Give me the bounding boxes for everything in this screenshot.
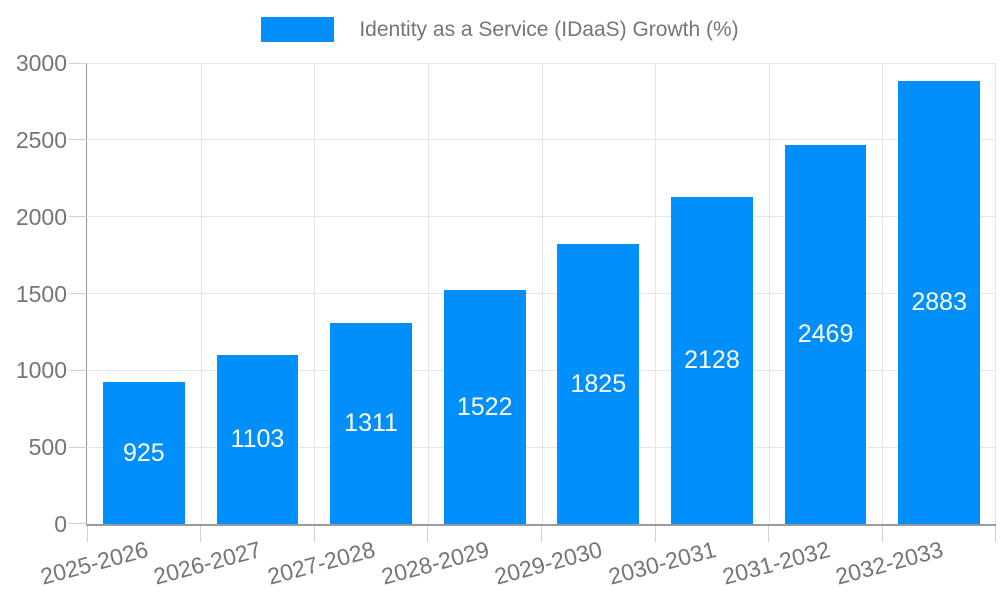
y-axis-tick <box>69 293 87 294</box>
gridline-vertical <box>427 63 429 524</box>
x-axis-tick-label: 2032-2033 <box>832 536 946 590</box>
bar[interactable] <box>671 197 753 524</box>
bar-value-label: 2469 <box>797 320 854 349</box>
x-axis-tick <box>768 526 770 542</box>
gridline-vertical <box>541 63 543 524</box>
legend-marker-icon <box>261 17 335 42</box>
x-axis-tick <box>87 526 88 542</box>
bar-value-label: 2128 <box>684 346 740 375</box>
y-axis-tick-label: 1500 <box>15 280 67 307</box>
y-axis-tick-label: 3000 <box>15 50 67 76</box>
x-axis-tick <box>654 526 656 542</box>
bar[interactable] <box>557 243 640 524</box>
y-axis-tick <box>69 216 87 218</box>
y-axis-tick-label: 2000 <box>15 203 67 230</box>
bar-value-label: 925 <box>122 438 165 467</box>
bar[interactable] <box>102 381 185 524</box>
x-axis-tick-label: 2029-2030 <box>492 536 606 590</box>
x-axis-tick <box>995 526 996 542</box>
x-axis-tick-label: 2028-2029 <box>378 536 492 590</box>
bar-value-label: 1311 <box>344 409 398 438</box>
chart-legend[interactable]: Identity as a Service (IDaaS) Growth (%) <box>0 17 1000 42</box>
gridline-vertical <box>314 63 316 524</box>
y-axis-tick-label: 2500 <box>15 126 67 153</box>
bar[interactable] <box>443 290 526 524</box>
y-axis-tick <box>69 523 87 524</box>
x-axis-tick <box>313 526 315 542</box>
x-axis-tick-label: 2027-2028 <box>264 536 378 590</box>
x-axis-tick-label: 2025-2026 <box>37 536 151 590</box>
y-axis-tick <box>69 139 87 141</box>
x-axis-tick <box>200 526 202 542</box>
bar-value-label: 1103 <box>230 425 285 454</box>
x-axis-tick-label: 2026-2027 <box>151 536 265 590</box>
y-axis-tick-label: 0 <box>54 511 67 537</box>
bar-value-label: 2883 <box>911 288 967 317</box>
bar[interactable] <box>784 144 867 524</box>
bar[interactable] <box>216 354 299 524</box>
bar[interactable] <box>898 80 981 524</box>
y-axis-tick-label: 500 <box>28 434 67 461</box>
y-axis-tick <box>69 63 87 64</box>
y-axis-tick <box>69 446 87 448</box>
gridline-vertical <box>882 63 884 524</box>
bar-value-label: 1522 <box>456 393 513 422</box>
gridline-vertical <box>995 63 996 524</box>
plot-area: 0 500 1000 1500 2000 2500 3000 925 2025-2026 1103… <box>16 50 996 590</box>
x-axis-tick <box>427 526 429 542</box>
y-axis-tick <box>69 369 87 371</box>
x-axis-tick <box>881 526 883 542</box>
x-axis-tick <box>541 526 542 542</box>
x-axis-tick-label: 2031-2032 <box>719 536 833 590</box>
gridline-vertical <box>768 63 770 524</box>
bar-value-label: 1825 <box>570 369 627 398</box>
legend-label: Identity as a Service (IDaaS) Growth (%) <box>359 17 739 41</box>
gridline-vertical <box>655 63 657 524</box>
x-axis-tick-label: 2030-2031 <box>605 536 719 590</box>
gridline-vertical <box>200 63 202 524</box>
bar[interactable] <box>330 322 412 524</box>
y-axis-tick-label: 1000 <box>15 357 67 384</box>
